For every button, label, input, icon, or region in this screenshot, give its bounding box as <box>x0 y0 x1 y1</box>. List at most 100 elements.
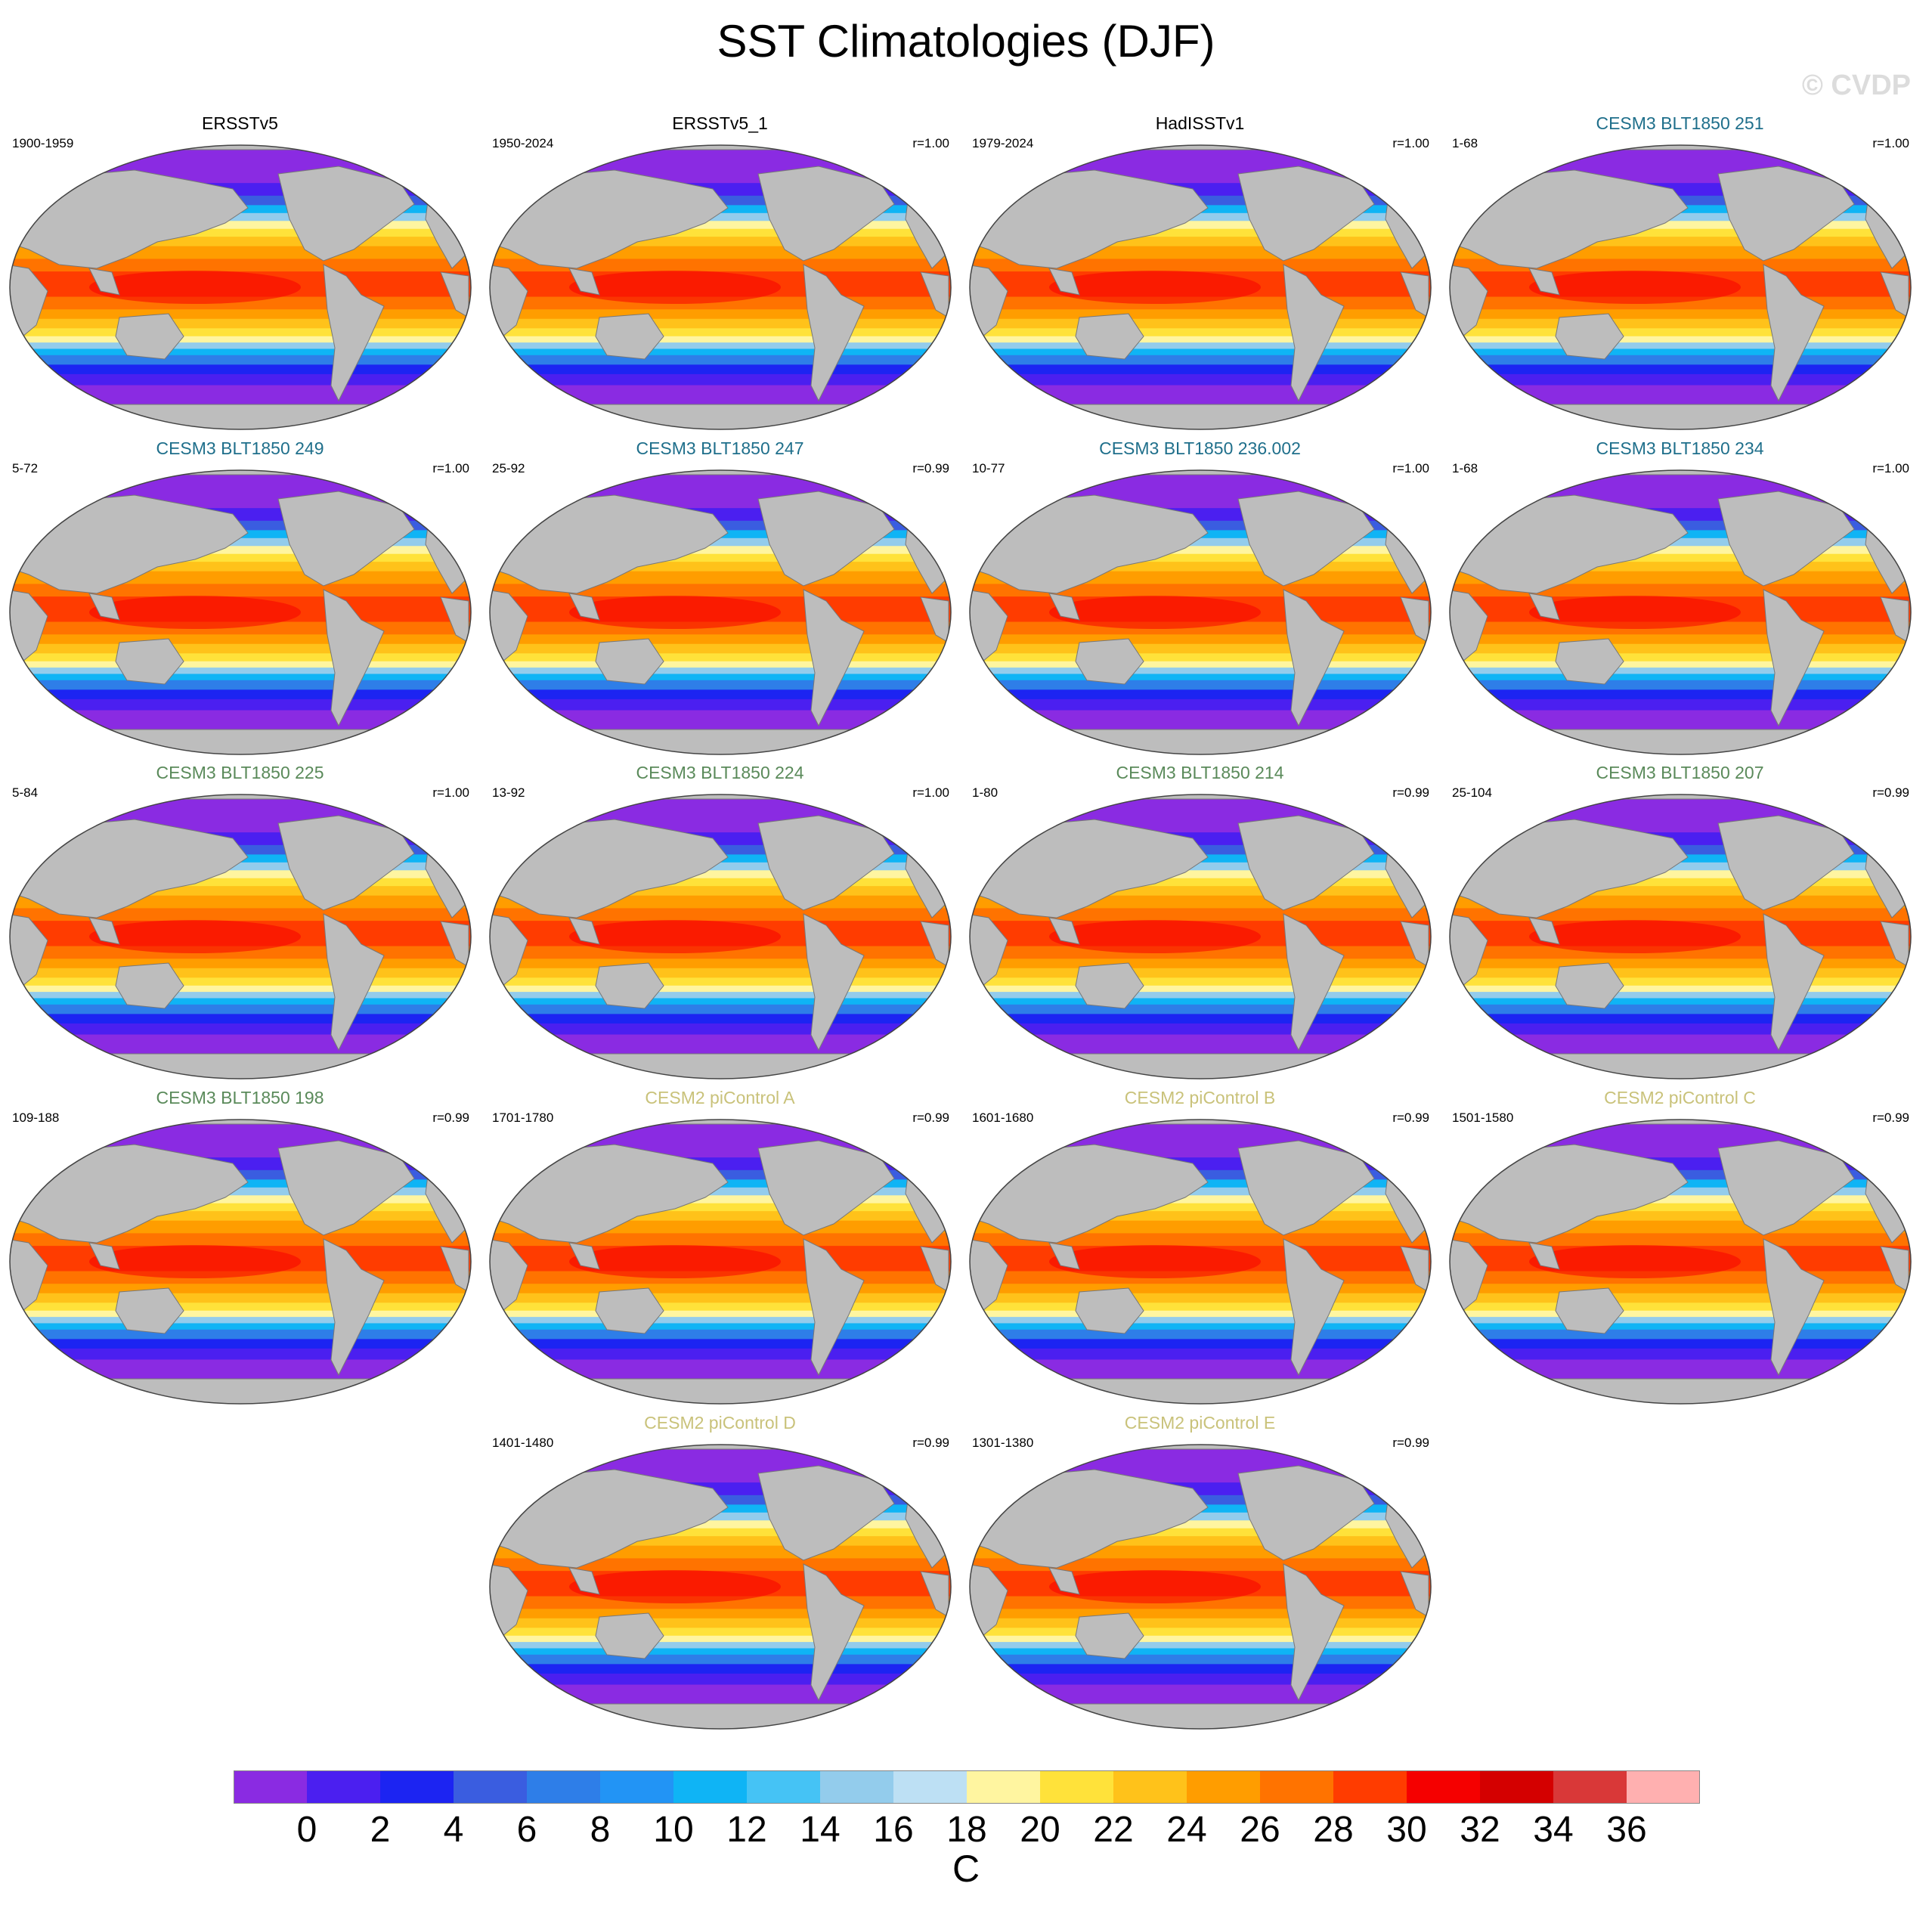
sst-band <box>10 1329 471 1340</box>
map-panels: ERSSTv5 1900-1959 ERSSTv5_1 1950-2024 r=1.00… <box>0 112 1920 1730</box>
panel-title: CESM3 BLT1850 236.002 <box>1099 438 1301 458</box>
sst-band <box>970 212 1431 221</box>
panel-title: CESM3 BLT1850 247 <box>636 438 804 458</box>
sst-band <box>10 661 471 668</box>
sst-band <box>490 1323 951 1330</box>
land-mask <box>757 166 895 262</box>
sst-band <box>490 674 951 681</box>
sst-band <box>970 1528 1431 1537</box>
sst-band <box>490 680 951 690</box>
sst-band <box>970 336 1431 343</box>
sst-map <box>9 144 472 430</box>
panel-period: 1501-1580 <box>1452 1110 1514 1125</box>
sst-band <box>1450 667 1911 674</box>
sst-band <box>10 553 471 562</box>
sst-band <box>1450 470 1911 509</box>
sst-band <box>970 1512 1431 1521</box>
sst-band <box>1450 977 1911 987</box>
land-mask <box>1450 729 1911 754</box>
sst-band <box>10 1348 471 1361</box>
colorbar-tick-label: 2 <box>370 1810 391 1846</box>
sst-band <box>10 470 471 509</box>
land-mask <box>490 1053 951 1079</box>
panel-title: ERSSTv5 <box>202 113 278 133</box>
sst-band <box>10 328 471 337</box>
land-mask <box>1450 1120 1911 1125</box>
sst-band <box>10 1014 471 1024</box>
land-mask <box>10 494 249 594</box>
land-mask <box>490 819 729 918</box>
land-mask <box>490 145 951 150</box>
land-mask <box>970 1469 1209 1569</box>
land-mask <box>277 166 415 262</box>
panel-correlation: r=0.99 <box>912 1110 949 1125</box>
land-mask <box>1555 962 1624 1009</box>
land-mask <box>1528 268 1560 296</box>
sst-band <box>1450 992 1911 999</box>
map-panel: ERSSTv5 1900-1959 <box>0 112 480 437</box>
land-mask <box>1075 638 1144 685</box>
map-panel: CESM3 BLT1850 214 1-80 r=0.99 <box>960 761 1440 1086</box>
sst-band <box>970 1445 1431 1483</box>
sst-band <box>970 674 1431 681</box>
map-outline <box>9 1119 472 1405</box>
sst-band <box>1450 968 1911 978</box>
sst-band <box>10 698 471 711</box>
sst-band <box>970 1284 1431 1294</box>
sst-band <box>10 1317 471 1324</box>
land-mask <box>1763 913 1825 1052</box>
panel-title: CESM3 BLT1850 198 <box>156 1088 324 1107</box>
panel-correlation: r=1.00 <box>1872 136 1909 150</box>
map-outline <box>489 1119 952 1405</box>
sst-band <box>1450 634 1911 645</box>
sst-band <box>1450 1293 1911 1303</box>
sst-band <box>490 259 951 272</box>
map-outline <box>1449 469 1912 755</box>
sst-band <box>490 584 951 597</box>
land-mask <box>1237 815 1375 911</box>
sst-band <box>10 634 471 645</box>
colorbar-tick-label: 14 <box>800 1810 840 1846</box>
sst-band <box>490 1317 951 1324</box>
map-panel: CESM2 piControl B 1601-1680 r=0.99 <box>960 1086 1440 1411</box>
panel-correlation: r=0.99 <box>912 461 949 475</box>
sst-band <box>970 689 1431 700</box>
panel-correlation: r=0.99 <box>1392 1436 1429 1450</box>
land-mask <box>88 917 120 945</box>
sst-band <box>1450 318 1911 329</box>
land-mask <box>323 264 385 402</box>
colorbar-tick-label: 20 <box>1020 1810 1060 1846</box>
panel-title: CESM3 BLT1850 251 <box>1596 113 1764 133</box>
sst-band <box>1450 145 1911 184</box>
sst-band <box>1450 1323 1911 1330</box>
map-panel: CESM2 piControl C 1501-1580 r=0.99 <box>1440 1086 1920 1411</box>
land-mask <box>803 1563 865 1702</box>
land-mask <box>803 589 865 727</box>
sst-band <box>970 1203 1431 1212</box>
land-mask <box>970 794 1431 800</box>
sst-band <box>1450 373 1911 386</box>
sst-band <box>10 689 471 700</box>
sst-band <box>490 309 951 320</box>
sst-band <box>10 908 471 921</box>
sst-band <box>1450 1339 1911 1349</box>
sst-band <box>970 348 1431 356</box>
land-mask <box>568 1242 600 1270</box>
sst-map <box>1449 794 1912 1079</box>
land-mask <box>568 593 600 621</box>
land-mask <box>115 638 184 685</box>
sst-band <box>490 667 951 674</box>
colorbar-tick-label: 8 <box>590 1810 611 1846</box>
sst-band <box>1450 1195 1911 1204</box>
land-mask <box>970 1053 1431 1079</box>
land-mask <box>1075 1612 1144 1659</box>
land-mask <box>1450 1053 1911 1079</box>
sst-band <box>10 1187 471 1196</box>
sst-band <box>10 870 471 879</box>
land-mask <box>757 491 895 587</box>
sst-band <box>970 1558 1431 1572</box>
sst-band <box>10 145 471 184</box>
land-mask <box>1048 593 1080 621</box>
sst-band <box>1450 674 1911 681</box>
sst-band <box>970 1339 1431 1349</box>
